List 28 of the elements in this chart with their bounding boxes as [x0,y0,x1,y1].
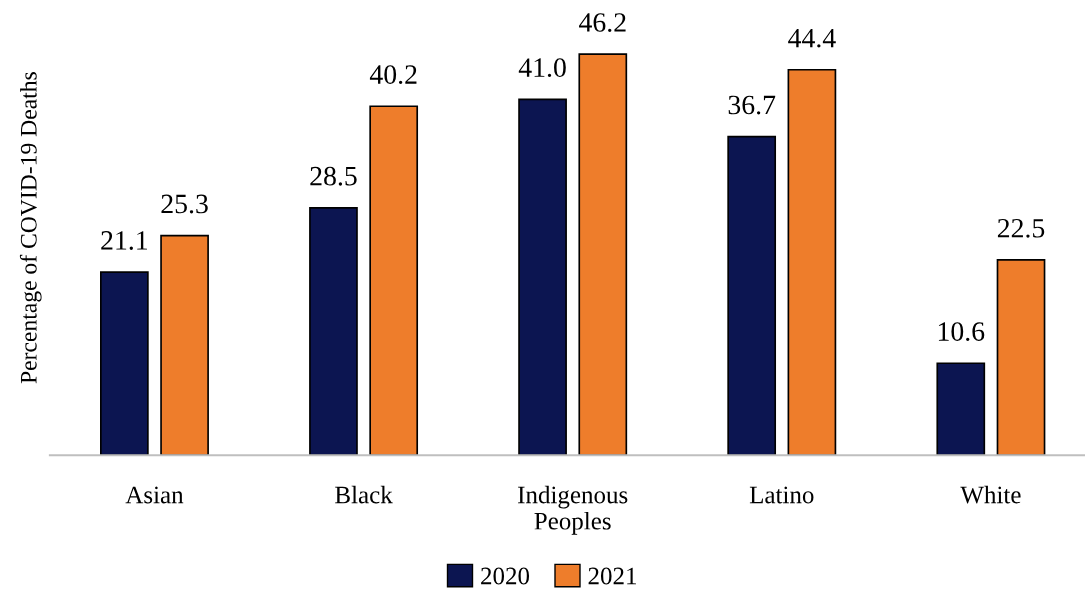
bar [369,105,419,456]
bar [578,53,628,456]
data-label: 40.2 [369,65,417,85]
bar [160,234,209,456]
data-label: 25.3 [161,194,208,214]
x-tick-label: Latino [749,486,814,504]
data-label: 21.1 [101,231,147,250]
bar [727,135,777,456]
bar [99,271,149,456]
bar [309,206,358,456]
y-axis-title: Percentage of COVID-19 Deaths [19,72,42,384]
x-tick-label: Black [335,485,393,504]
bar [518,98,567,456]
data-label: 36.7 [728,95,776,115]
x-tick-label: Asian [125,486,184,504]
data-label: 41.0 [518,58,566,78]
bar [996,259,1046,456]
data-label: 10.6 [938,322,985,342]
legend-label: 2021 [588,567,636,585]
bar [787,68,837,456]
data-label: 28.5 [310,166,357,186]
data-label: 46.2 [579,13,626,32]
data-label: 44.4 [788,28,836,48]
legend-label: 2020 [481,567,530,585]
data-label: 22.5 [997,218,1045,238]
x-tick-label: White [960,485,1021,504]
bar [936,362,986,456]
x-tick-label: Indigenous Peoples [518,485,628,535]
